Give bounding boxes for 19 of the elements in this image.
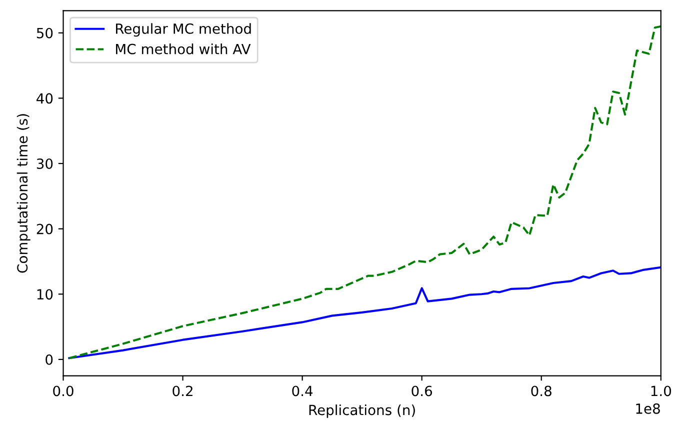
line-series (68, 266, 661, 360)
x-tick-label: 0.2 (172, 386, 192, 396)
text: 1e8 (636, 403, 660, 414)
y-tick-label: 10 (37, 289, 53, 300)
x-tick-label: 1.0 (651, 386, 672, 396)
x-tick-label: 0.4 (292, 386, 313, 396)
y-tick-label: 0 (46, 354, 53, 365)
y-tick-label: 30 (36, 158, 53, 169)
y-tick-label: 20 (36, 224, 53, 234)
line-series (68, 25, 661, 360)
x-axis-title: Replications (n) (309, 404, 415, 418)
y-tick-label: 50 (36, 28, 53, 38)
x-tick-label: 0.8 (531, 386, 552, 396)
x-tick-label: 0.6 (412, 386, 432, 396)
x-tick-label: 0.0 (53, 386, 74, 396)
legend-label: Regular MC method (116, 23, 251, 37)
y-axis-title: Computational time (s) (16, 114, 30, 273)
legend-label: MC method with AV (116, 44, 251, 54)
y-tick-label: 40 (36, 93, 53, 104)
